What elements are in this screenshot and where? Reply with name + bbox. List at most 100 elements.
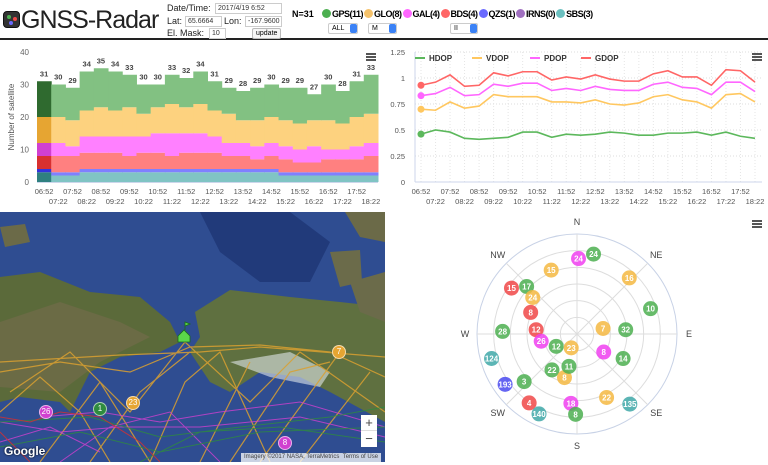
- gps-select[interactable]: ALL: [328, 23, 358, 34]
- bar-glo: [235, 120, 251, 143]
- x-tick-label: 11:52: [177, 187, 195, 196]
- glo-select[interactable]: M: [368, 23, 397, 34]
- mask-label: El. Mask:: [167, 28, 205, 38]
- legend-label: GAL(4): [412, 9, 441, 19]
- satellite-label: 32: [621, 326, 630, 335]
- satellite-label: 26: [537, 337, 546, 346]
- bar-gps: [321, 84, 336, 121]
- map[interactable]: 7 23 1 26 8 Google Imagery ©2017 NASA, Terra…: [0, 212, 385, 462]
- sky-plot-menu-icon[interactable]: [752, 220, 762, 228]
- legend-qzs[interactable]: QZS(1): [478, 9, 516, 20]
- x-tick-label: 07:52: [441, 187, 460, 196]
- bar-gps: [51, 84, 66, 117]
- legend-gps[interactable]: GPS(11): [322, 9, 364, 20]
- bar-sbs: [164, 172, 180, 182]
- lat-input[interactable]: 65.6664: [185, 16, 222, 27]
- bar-bds: [122, 156, 137, 169]
- bar-gal: [79, 136, 95, 153]
- satellite-label: 8: [528, 308, 533, 317]
- azimuth-line: [505, 262, 578, 335]
- x-tick-label: 15:22: [276, 197, 295, 206]
- bds-select[interactable]: II: [450, 23, 478, 34]
- bar-sbs: [65, 175, 81, 182]
- satellite-gps: [548, 338, 564, 354]
- system-color-icon: [440, 9, 450, 18]
- legend-gal[interactable]: GAL(4): [402, 9, 441, 20]
- legend-irns[interactable]: IRNS(0): [516, 9, 556, 20]
- datetime-input[interactable]: 2017/4/19 6:52: [215, 3, 282, 14]
- bar-gal: [363, 143, 379, 156]
- map-satellite-marker[interactable]: 7: [332, 345, 346, 359]
- bar-glo: [363, 113, 379, 143]
- satellite-gps: [561, 358, 577, 374]
- legend-label: QZS(1): [488, 9, 516, 19]
- satellite-sbs: [622, 396, 638, 412]
- satellite-qzs: [497, 376, 513, 392]
- direction-label: N: [574, 217, 581, 227]
- bar-gps: [179, 78, 194, 108]
- terms-link[interactable]: Terms of Use: [342, 454, 379, 460]
- x-tick-label: 16:52: [702, 187, 721, 196]
- x-tick-label: 16:22: [688, 197, 707, 206]
- y-tick-label: 1.25: [390, 48, 405, 57]
- x-tick-label: 09:22: [484, 197, 503, 206]
- bar-gal: [207, 136, 223, 153]
- update-button[interactable]: update: [252, 28, 282, 39]
- bar-glo: [335, 123, 351, 150]
- bar-sbs: [51, 175, 66, 182]
- legend-label: GDOP: [595, 54, 619, 63]
- bar-gal: [193, 133, 208, 153]
- legend-sbs[interactable]: SBS(3): [556, 9, 593, 20]
- x-tick-label: 15:52: [290, 187, 309, 196]
- logo-icon: [3, 11, 20, 28]
- satellite-label: 23: [567, 344, 576, 353]
- bar-sbs: [235, 172, 251, 182]
- mask-input[interactable]: 10: [209, 28, 226, 39]
- x-tick-label: 15:52: [673, 187, 692, 196]
- bar-qzs: [51, 172, 66, 176]
- point-hdop: [417, 130, 425, 138]
- bar-bds: [363, 156, 379, 173]
- legend-bds[interactable]: BDS(4): [440, 9, 478, 20]
- sat-chart-menu-icon[interactable]: [366, 53, 376, 61]
- total-label: 31: [40, 69, 48, 78]
- x-tick-label: 10:22: [134, 197, 153, 206]
- satellite-glo: [595, 320, 611, 336]
- home-marker-icon[interactable]: [177, 321, 192, 343]
- x-tick-label: 12:22: [571, 197, 590, 206]
- bar-qzs: [349, 172, 365, 176]
- x-tick-label: 11:22: [543, 197, 561, 206]
- bar-gal: [321, 149, 336, 160]
- satellite-label: 4: [527, 399, 532, 408]
- bar-glo: [79, 110, 95, 137]
- bar-bds: [349, 159, 365, 173]
- y-tick-label: 0: [401, 178, 405, 187]
- bar-qzs: [363, 172, 379, 176]
- x-tick-label: 10:22: [513, 197, 532, 206]
- legend-label: HDOP: [429, 54, 453, 63]
- bar-bds: [150, 152, 166, 169]
- map-satellite-marker[interactable]: 8: [278, 436, 292, 450]
- satellite-glo: [621, 270, 637, 286]
- map-satellite-marker[interactable]: 1: [93, 402, 107, 416]
- bar-bds: [264, 156, 280, 169]
- bar-qzs: [235, 169, 251, 173]
- zoom-out-button[interactable]: −: [361, 431, 377, 447]
- bar-glo: [164, 104, 180, 134]
- total-label: 28: [338, 79, 346, 88]
- bar-glo: [278, 120, 294, 147]
- x-tick-label: 10:52: [148, 187, 167, 196]
- map-satellite-marker[interactable]: 23: [126, 396, 140, 410]
- lon-input[interactable]: -167.9600: [245, 16, 282, 27]
- bar-gps: [221, 87, 237, 114]
- bar-qzs: [108, 169, 123, 173]
- bds-select-value: II: [454, 25, 458, 32]
- total-label: 34: [196, 60, 205, 69]
- satellite-bds: [523, 304, 539, 320]
- total-label: 30: [154, 73, 162, 82]
- map-satellite-marker[interactable]: 26: [39, 405, 53, 419]
- satellite-label: 16: [625, 274, 634, 283]
- zoom-in-button[interactable]: +: [361, 415, 377, 431]
- legend-glo[interactable]: GLO(8): [364, 9, 402, 20]
- dop-chart-menu-icon[interactable]: [752, 53, 762, 61]
